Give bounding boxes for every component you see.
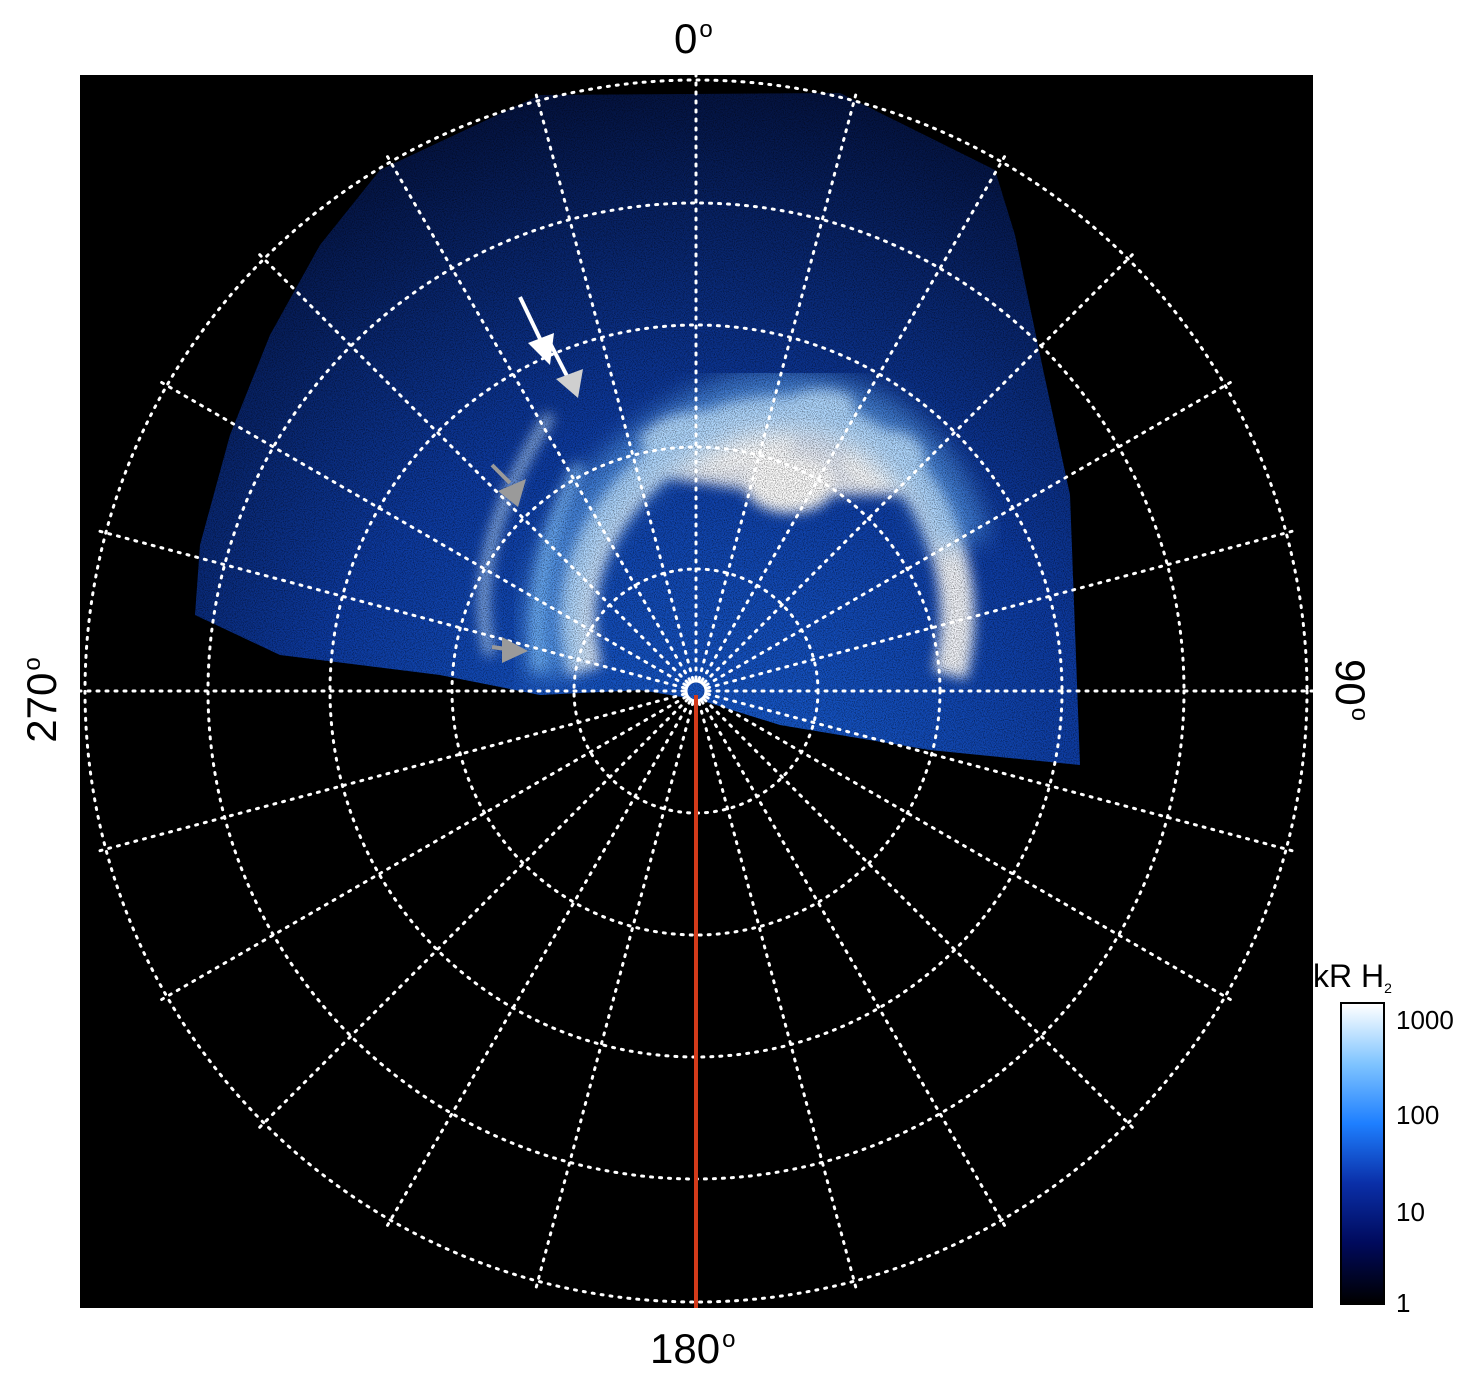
longitude-line <box>697 701 858 1292</box>
longitude-line <box>95 692 686 853</box>
axis-label-right-text: 90 <box>1327 658 1374 706</box>
colorbar-title-main: kR H <box>1313 958 1385 994</box>
longitude-line <box>157 379 688 687</box>
longitude-line <box>384 152 692 683</box>
longitude-line <box>384 699 692 1230</box>
axis-label-270-deg: 270o <box>18 657 65 743</box>
axis-label-bottom-text: 180 <box>650 1325 721 1372</box>
longitude-line <box>95 529 686 690</box>
gray-arrow-middle <box>490 463 526 507</box>
gray-arrow-lower <box>491 637 528 663</box>
longitude-line <box>157 695 688 1003</box>
polar-projection-image <box>80 75 1313 1308</box>
axis-label-180-deg: 180o <box>650 1328 735 1370</box>
longitude-line <box>702 697 1136 1131</box>
longitude-line <box>704 695 1235 1003</box>
degree-symbol: o <box>19 657 46 671</box>
longitude-line <box>534 701 695 1292</box>
colorbar <box>1340 1002 1385 1305</box>
white-arrow-upper <box>518 296 554 365</box>
longitude-line <box>256 697 690 1131</box>
longitude-line <box>256 251 690 685</box>
degree-symbol: o <box>699 16 713 43</box>
axis-label-0-deg: 0o <box>674 18 713 60</box>
auroral-emission <box>195 93 1080 765</box>
colorbar-title-subscript: 2 <box>1384 980 1392 996</box>
polar-plot-svg <box>80 75 1313 1308</box>
longitude-line <box>706 692 1297 853</box>
degree-symbol: o <box>722 1326 736 1353</box>
colorbar-title: kR H2 <box>1313 958 1392 996</box>
longitude-line <box>534 90 695 681</box>
axis-label-left-text: 270 <box>18 672 65 743</box>
degree-symbol: o <box>1346 707 1373 722</box>
white-arrow-lower <box>548 342 583 398</box>
colorbar-tick-100: 100 <box>1396 1100 1440 1130</box>
colorbar-tick-1000: 1000 <box>1396 1005 1454 1035</box>
longitude-line <box>697 90 858 681</box>
longitude-line <box>700 152 1008 683</box>
axis-label-top-text: 0 <box>674 15 698 62</box>
longitude-line <box>706 529 1297 690</box>
longitude-grid <box>80 75 1313 1308</box>
axis-label-90-deg: 90o <box>1327 658 1374 722</box>
longitude-line <box>702 251 1136 685</box>
longitude-line <box>704 379 1235 687</box>
longitude-line <box>700 699 1008 1230</box>
colorbar-tick-10: 10 <box>1396 1197 1425 1227</box>
colorbar-tick-1: 1 <box>1396 1288 1411 1318</box>
